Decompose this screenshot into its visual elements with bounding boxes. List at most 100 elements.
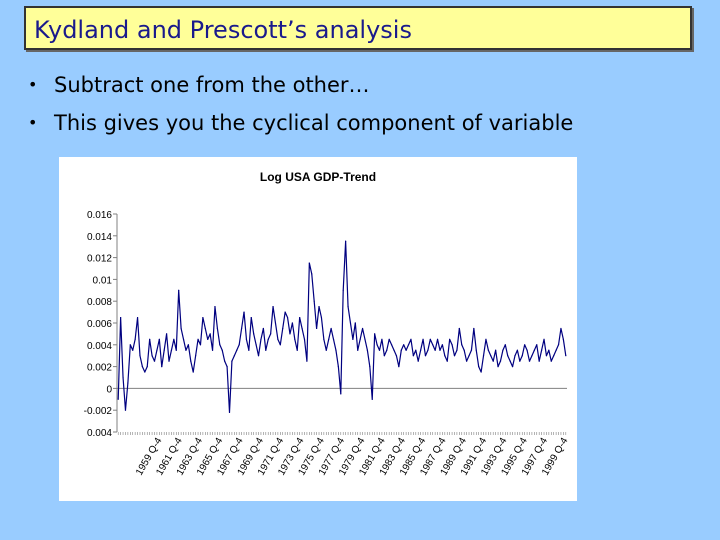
data-point bbox=[417, 360, 419, 362]
data-point bbox=[274, 322, 277, 324]
data-point bbox=[347, 306, 349, 308]
data-point bbox=[289, 333, 291, 335]
y-tick-label: 0.012 bbox=[87, 254, 112, 265]
data-point bbox=[405, 349, 407, 351]
data-point bbox=[526, 349, 528, 351]
data-point bbox=[294, 338, 296, 340]
data-point bbox=[415, 349, 417, 351]
data-point bbox=[514, 355, 516, 357]
data-point bbox=[478, 366, 480, 368]
data-point bbox=[555, 349, 557, 351]
data-point bbox=[403, 344, 405, 346]
bullet-dot-icon: • bbox=[28, 75, 38, 94]
data-point bbox=[473, 327, 475, 330]
data-point bbox=[482, 355, 485, 357]
data-point bbox=[468, 355, 470, 357]
data-point bbox=[151, 355, 153, 357]
data-point bbox=[502, 349, 504, 351]
data-point bbox=[487, 349, 489, 351]
data-point bbox=[391, 344, 393, 346]
data-point bbox=[470, 349, 473, 351]
data-point bbox=[461, 344, 463, 346]
y-tick-label: 0.016 bbox=[87, 210, 112, 221]
data-point bbox=[410, 338, 412, 340]
data-point bbox=[158, 338, 160, 340]
data-point bbox=[371, 398, 373, 400]
data-point bbox=[224, 360, 226, 362]
data-point bbox=[286, 316, 289, 319]
data-point bbox=[282, 327, 284, 330]
data-point bbox=[190, 360, 192, 362]
data-point bbox=[429, 338, 431, 340]
data-point bbox=[519, 360, 521, 362]
data-point bbox=[202, 316, 204, 319]
data-point bbox=[260, 338, 262, 340]
data-point bbox=[383, 355, 385, 357]
data-point bbox=[434, 349, 436, 351]
data-point bbox=[214, 306, 216, 308]
data-point bbox=[134, 338, 136, 340]
data-point bbox=[267, 338, 269, 340]
data-point bbox=[153, 360, 156, 362]
data-point bbox=[311, 273, 313, 275]
data-point bbox=[236, 349, 238, 351]
data-point bbox=[320, 316, 323, 319]
data-point bbox=[122, 376, 124, 379]
data-point bbox=[361, 327, 364, 330]
data-point bbox=[345, 240, 347, 242]
y-tick-label: 0.004 bbox=[87, 428, 112, 439]
y-axis: 0.016 0.014 0.012 0.01 0.008 0.006 0.004 0.002 0… bbox=[84, 210, 118, 439]
y-tick-label: -0.002 bbox=[84, 406, 113, 417]
data-point bbox=[270, 333, 272, 335]
data-point bbox=[550, 360, 552, 362]
data-point bbox=[565, 355, 567, 357]
data-point bbox=[369, 366, 371, 368]
data-point bbox=[132, 349, 134, 351]
data-point bbox=[146, 366, 148, 368]
bullet-text: This gives you the cyclical component of… bbox=[54, 111, 574, 135]
data-point bbox=[180, 327, 182, 330]
gdp-trend-chart: Log USA GDP-Trend 0.0160.0140.0120.010.0… bbox=[84, 170, 571, 478]
data-point bbox=[233, 355, 235, 357]
data-point bbox=[538, 360, 540, 362]
data-point bbox=[299, 316, 301, 319]
y-tick-label: 0 bbox=[106, 384, 112, 395]
y-tick-label: 0.01 bbox=[93, 275, 113, 286]
data-point bbox=[427, 349, 429, 351]
data-point bbox=[509, 360, 511, 362]
data-point bbox=[168, 360, 170, 362]
data-point bbox=[241, 327, 243, 330]
data-point bbox=[141, 366, 143, 368]
data-point bbox=[221, 349, 223, 351]
data-point bbox=[248, 349, 250, 351]
data-point bbox=[163, 349, 165, 351]
data-point bbox=[209, 333, 211, 335]
data-point bbox=[253, 333, 255, 335]
data-point bbox=[211, 349, 214, 351]
data-point bbox=[531, 355, 533, 357]
bullet-item: • This gives you the cyclical component … bbox=[28, 104, 573, 142]
data-point bbox=[449, 338, 451, 340]
data-point bbox=[335, 349, 337, 351]
bullet-item: • Subtract one from the other… bbox=[28, 66, 573, 104]
data-point bbox=[524, 344, 526, 346]
data-point bbox=[536, 344, 538, 346]
data-point bbox=[354, 322, 356, 324]
data-point bbox=[192, 371, 194, 373]
data-point bbox=[492, 360, 494, 362]
data-point bbox=[250, 316, 252, 319]
data-point bbox=[507, 355, 509, 357]
data-point bbox=[381, 338, 383, 340]
data-point bbox=[562, 338, 564, 340]
data-point bbox=[424, 355, 427, 357]
data-point bbox=[139, 355, 141, 357]
data-point bbox=[528, 360, 531, 362]
data-point bbox=[400, 349, 402, 351]
series-line bbox=[117, 240, 567, 413]
data-point bbox=[129, 344, 131, 346]
data-point bbox=[332, 338, 335, 340]
data-point bbox=[296, 349, 298, 351]
data-point bbox=[357, 349, 359, 351]
data-point bbox=[279, 344, 281, 346]
bullet-list: • Subtract one from the other… • This gi… bbox=[28, 66, 573, 142]
